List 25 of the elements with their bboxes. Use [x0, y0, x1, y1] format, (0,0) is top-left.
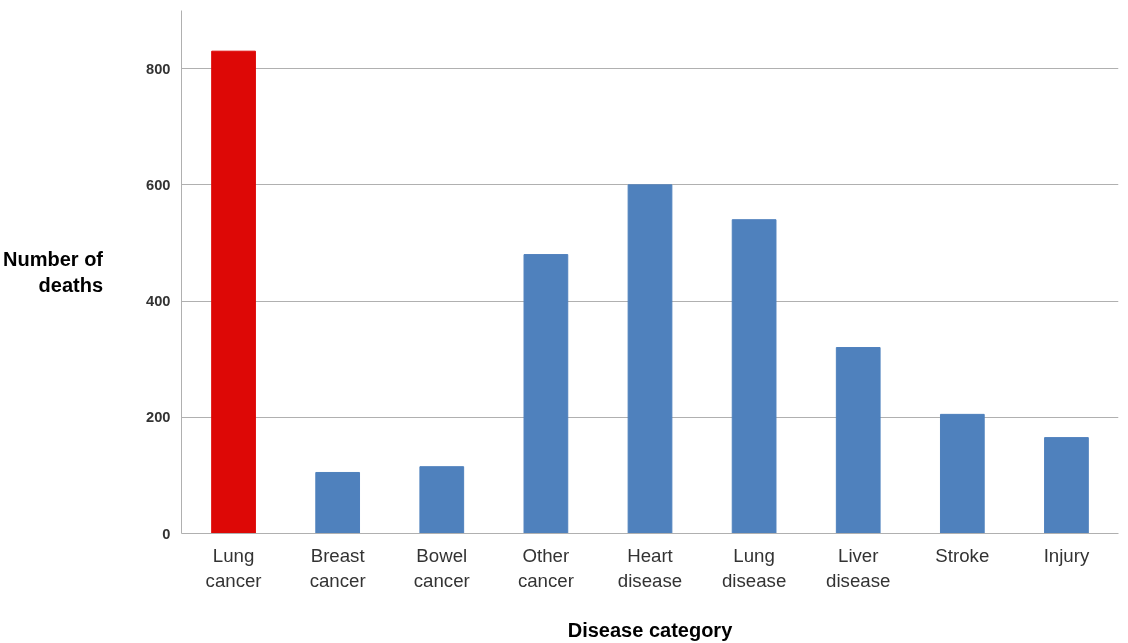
x-tick-label: Stroke: [935, 544, 990, 566]
bar: [731, 219, 777, 534]
bar: [627, 184, 673, 534]
y-axis-title: Number of deaths: [3, 247, 104, 297]
x-tick-label: Lung disease: [721, 544, 787, 591]
x-tick-label: Lung cancer: [205, 544, 262, 591]
bar: [523, 254, 569, 534]
x-tick-label: Bowel cancer: [413, 544, 470, 591]
bar: [419, 466, 465, 534]
x-axis-title: Disease category: [567, 618, 734, 641]
y-tick-label: 800: [146, 60, 171, 77]
y-tick-label: 0: [162, 525, 171, 542]
bar: [1044, 437, 1089, 534]
y-tick-label: 600: [146, 176, 171, 193]
x-tick-label: Other cancer: [517, 544, 574, 591]
bar: [939, 413, 985, 534]
y-tick-label: 200: [146, 409, 171, 426]
x-tick-label: Injury: [1043, 544, 1090, 566]
y-tick-label: 400: [146, 293, 171, 310]
bar: [211, 50, 256, 534]
x-tick-label: Heart disease: [617, 544, 683, 591]
bar: [835, 347, 881, 534]
x-tick-label: Liver disease: [826, 544, 891, 591]
x-tick-label: Breast cancer: [309, 544, 366, 591]
bar: [315, 471, 361, 534]
